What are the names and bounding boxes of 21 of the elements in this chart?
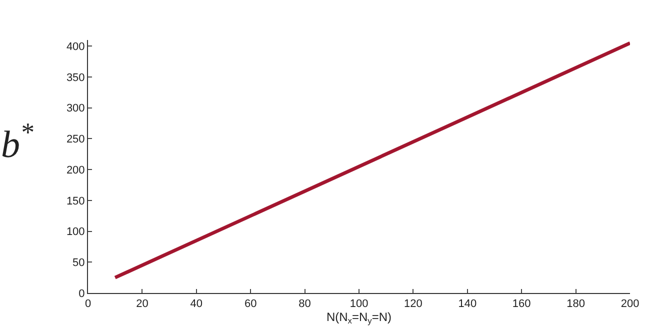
y-tick-label: 350 [66,72,85,84]
x-tick-label: 80 [298,298,311,310]
x-tick-label: 140 [458,298,477,310]
x-tick-label: 60 [244,298,257,310]
y-tick-label: 50 [72,257,85,269]
y-tick-label: 300 [66,102,85,115]
x-tick-label: 100 [350,298,368,310]
x-tick-label: 40 [190,298,203,310]
y-tick-label: 400 [66,41,85,54]
x-tick-label: 120 [404,298,422,310]
y-tick-label: 250 [66,134,85,146]
x-tick-label: 160 [512,298,531,310]
x-tick-label: 200 [620,298,640,310]
y-tick-label: 150 [66,195,85,208]
y-axis-title: b$^{*}$ [1,117,34,166]
x-tick-label: 180 [566,298,585,310]
y-tick-label: 100 [66,226,85,238]
x-tick-label: 20 [136,298,148,310]
y-tick-label: 0 [78,288,85,300]
x-axis-title: N(N$_{x}$=N$_{y}$=N) [326,310,392,326]
y-tick-label: 200 [66,164,85,176]
